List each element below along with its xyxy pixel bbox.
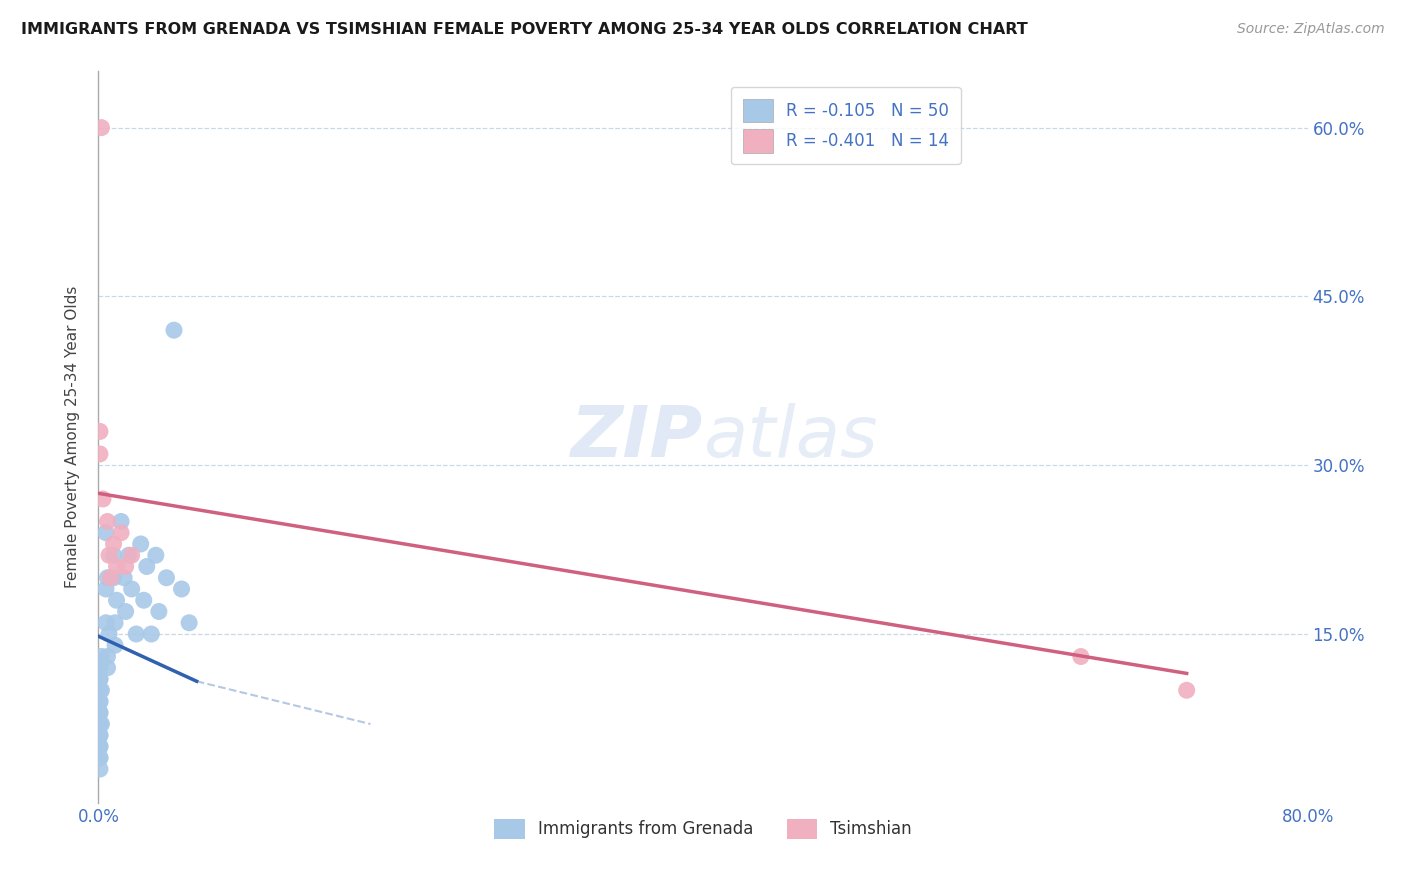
Point	[89, 661, 111, 675]
Y-axis label: Female Poverty Among 25-34 Year Olds: Female Poverty Among 25-34 Year Olds	[65, 286, 80, 588]
Point	[90, 683, 112, 698]
Point	[110, 515, 132, 529]
Point	[89, 739, 111, 754]
Point	[112, 571, 135, 585]
Point	[94, 525, 117, 540]
Legend: Immigrants from Grenada, Tsimshian: Immigrants from Grenada, Tsimshian	[488, 812, 918, 846]
Point	[96, 649, 118, 664]
Point	[121, 548, 143, 562]
Point	[89, 751, 111, 765]
Point	[104, 638, 127, 652]
Point	[89, 739, 111, 754]
Point	[96, 661, 118, 675]
Point	[91, 491, 114, 506]
Point	[105, 593, 128, 607]
Point	[103, 537, 125, 551]
Point	[141, 627, 163, 641]
Point	[114, 605, 136, 619]
Point	[90, 649, 112, 664]
Point	[89, 717, 111, 731]
Point	[103, 571, 125, 585]
Point	[89, 683, 111, 698]
Point	[98, 627, 121, 641]
Point	[90, 717, 112, 731]
Point	[89, 694, 111, 708]
Point	[105, 559, 128, 574]
Point	[110, 525, 132, 540]
Point	[89, 694, 111, 708]
Point	[114, 559, 136, 574]
Point	[89, 661, 111, 675]
Point	[96, 515, 118, 529]
Text: ZIP: ZIP	[571, 402, 703, 472]
Point	[1070, 649, 1092, 664]
Point	[96, 571, 118, 585]
Point	[94, 615, 117, 630]
Text: Source: ZipAtlas.com: Source: ZipAtlas.com	[1237, 22, 1385, 37]
Point	[163, 323, 186, 337]
Point	[103, 548, 125, 562]
Point	[94, 582, 117, 596]
Point	[145, 548, 167, 562]
Point	[89, 672, 111, 686]
Point	[118, 548, 141, 562]
Point	[89, 706, 111, 720]
Point	[89, 683, 111, 698]
Point	[90, 120, 112, 135]
Point	[89, 425, 111, 439]
Text: atlas: atlas	[703, 402, 877, 472]
Point	[1175, 683, 1198, 698]
Point	[89, 706, 111, 720]
Point	[132, 593, 155, 607]
Point	[170, 582, 193, 596]
Point	[148, 605, 170, 619]
Point	[89, 672, 111, 686]
Point	[104, 615, 127, 630]
Point	[89, 447, 111, 461]
Point	[155, 571, 177, 585]
Point	[179, 615, 201, 630]
Point	[125, 627, 148, 641]
Point	[89, 717, 111, 731]
Text: IMMIGRANTS FROM GRENADA VS TSIMSHIAN FEMALE POVERTY AMONG 25-34 YEAR OLDS CORREL: IMMIGRANTS FROM GRENADA VS TSIMSHIAN FEM…	[21, 22, 1028, 37]
Point	[89, 762, 111, 776]
Point	[135, 559, 157, 574]
Point	[121, 582, 143, 596]
Point	[89, 728, 111, 742]
Point	[98, 548, 121, 562]
Point	[89, 728, 111, 742]
Point	[89, 751, 111, 765]
Point	[129, 537, 152, 551]
Point	[100, 571, 122, 585]
